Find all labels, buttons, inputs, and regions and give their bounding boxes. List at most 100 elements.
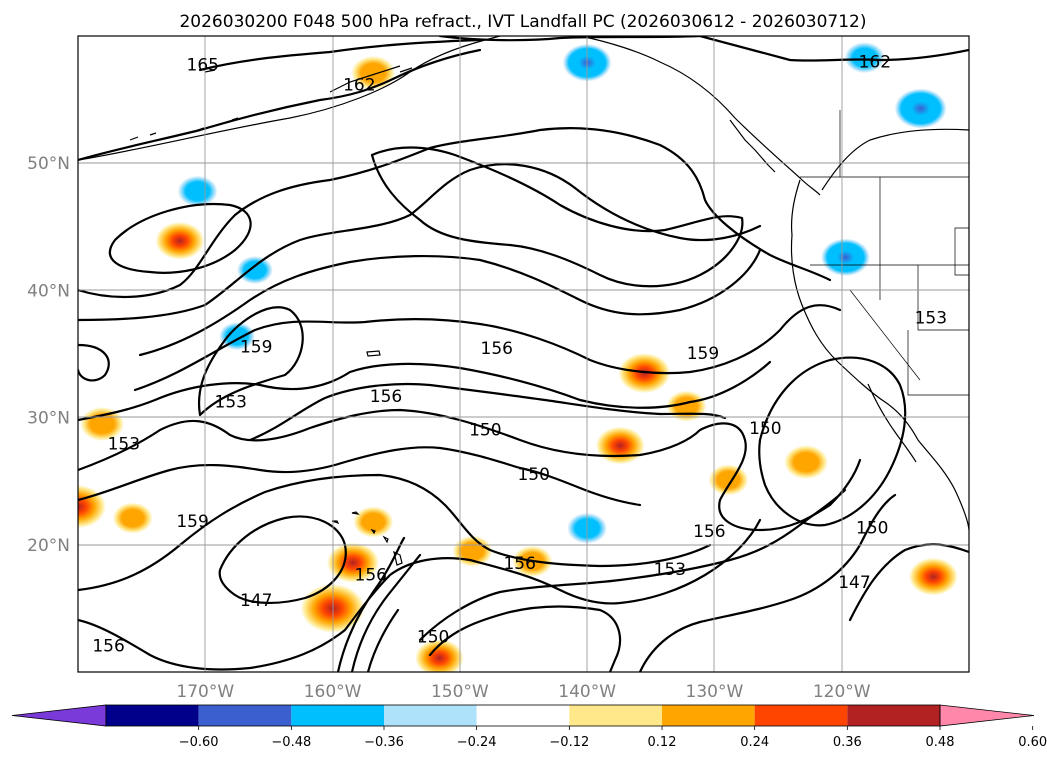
contour-label: 150 (749, 419, 781, 439)
negative-anomaly-21 (177, 175, 218, 207)
colorbar-tick-label: 0.48 (926, 735, 955, 750)
contour-label: 165 (187, 55, 219, 75)
contour-162-east (698, 36, 969, 62)
contour-156-loop (370, 146, 744, 288)
positive-anomaly-14 (784, 445, 829, 480)
contour-labels: 165 162 162 159 153 156 156 150 150 159 150 153 153 1… (92, 53, 947, 657)
contour-150-upper (248, 382, 727, 442)
contour-label: 156 (481, 339, 513, 359)
colorbar: −0.60 −0.48 −0.36 −0.24 −0.12 0.12 0.24 0.36 0.4… (11, 704, 1047, 750)
contour-159-lower (78, 473, 712, 592)
colorbar-bin (291, 705, 384, 726)
positive-anomaly-11 (595, 426, 645, 465)
colorbar-bin (106, 705, 199, 726)
positive-anomaly-16 (351, 55, 396, 90)
colorbar-tick-label: 0.60 (1018, 735, 1047, 750)
positive-anomaly-3 (155, 221, 205, 260)
contour-label: 153 (915, 308, 947, 328)
colorbar-tick-label: −0.12 (549, 735, 589, 750)
lat-tick-label: 20°N (27, 536, 70, 556)
chart-title: 2026030200 F048 500 hPa refract., IVT La… (179, 12, 866, 32)
positive-anomaly-7 (415, 639, 464, 672)
contour-label: 156 (92, 637, 124, 657)
colorbar-bin (384, 705, 477, 726)
contour-label: 150 (469, 420, 501, 440)
colorbar-bin (662, 705, 755, 726)
colorbar-tick-label: 0.12 (648, 735, 677, 750)
contour-156-lower (78, 360, 772, 422)
lon-tick-label: 150°W (431, 682, 489, 702)
political-borders (800, 110, 969, 396)
baja-coast (867, 383, 917, 463)
positive-anomaly-6 (353, 506, 394, 538)
colorbar-bin (847, 705, 940, 726)
colorbar-bin (198, 705, 292, 726)
positive-anomaly-8 (452, 535, 493, 567)
lon-tick-label: 130°W (686, 682, 744, 702)
lon-tick-label: 170°W (176, 682, 234, 702)
contour-label: 147 (240, 591, 272, 611)
colorbar-tick-label: −0.36 (364, 735, 404, 750)
positive-anomaly-13 (708, 464, 749, 496)
contour-150-lower (78, 446, 642, 507)
hawaii-islands (331, 350, 403, 566)
contour-label: 159 (240, 338, 272, 358)
colorbar-outline (105, 704, 941, 727)
contour-label: 153 (108, 434, 140, 454)
latitude-tick-labels: 50°N 40°N 30°N 20°N (27, 154, 70, 556)
lat-tick-label: 50°N (27, 154, 70, 174)
contour-label: 156 (370, 387, 402, 407)
negative-anomaly-20 (844, 42, 885, 74)
contour-label: 159 (687, 344, 719, 364)
lon-tick-label: 120°W (813, 682, 871, 702)
positive-anomaly-15 (908, 557, 958, 596)
coastlines (78, 36, 969, 566)
north-america-west-coast (790, 179, 969, 531)
colorbar-bin (476, 705, 570, 726)
colorbar-bin (569, 705, 662, 726)
lat-tick-label: 30°N (27, 409, 70, 429)
contour-159-inner (108, 203, 252, 274)
contour-label: 150 (417, 628, 449, 648)
positive-anomaly-1 (80, 406, 125, 441)
contour-label: 147 (838, 573, 870, 593)
refractivity-contours (78, 36, 969, 672)
contour-147-east (848, 543, 969, 622)
contour-label: 156 (693, 522, 725, 542)
negative-anomaly-19 (894, 88, 947, 129)
contour-label: 150 (517, 465, 549, 485)
contour-150-oval (758, 356, 907, 527)
contour-165 (198, 36, 702, 72)
contour-156-middle (133, 304, 842, 392)
negative-anomaly-23 (236, 256, 273, 285)
contour-153-bottom (418, 488, 847, 642)
colorbar-extend-low (11, 704, 107, 727)
map-area: 165 162 162 159 153 156 156 150 150 159 150 153 153 1… (78, 36, 969, 672)
negative-anomaly-18 (821, 238, 870, 277)
contour-162-north (78, 48, 482, 162)
colorbar-tick-label: −0.48 (271, 735, 311, 750)
alaska-aleutian-coast (78, 36, 821, 196)
contour-label: 159 (176, 512, 208, 532)
contour-label: 156 (355, 565, 387, 585)
graticule (78, 36, 969, 672)
contour-label: 162 (859, 53, 891, 73)
contour-159-middle (78, 248, 762, 382)
contour-153-lower (78, 408, 862, 532)
colorbar-tick-label: −0.24 (457, 735, 497, 750)
colorbar-tick-label: −0.60 (179, 735, 219, 750)
contour-hawaii-tight (336, 536, 422, 672)
colorbar-tick-label: 0.36 (833, 735, 862, 750)
contour-label: 153 (215, 392, 247, 412)
positive-anomaly-0 (78, 485, 106, 529)
lon-tick-label: 160°W (304, 682, 362, 702)
bc-coast-islands (729, 119, 969, 191)
contour-label: 153 (654, 560, 686, 580)
colorbar-bin (754, 705, 848, 726)
lon-tick-label: 140°W (558, 682, 616, 702)
contour-label: 156 (503, 554, 535, 574)
lat-tick-label: 40°N (27, 281, 70, 301)
longitude-tick-labels: 170°W 160°W 150°W 140°W 130°W 120°W (176, 682, 870, 702)
contour-150-bottom (428, 493, 897, 672)
